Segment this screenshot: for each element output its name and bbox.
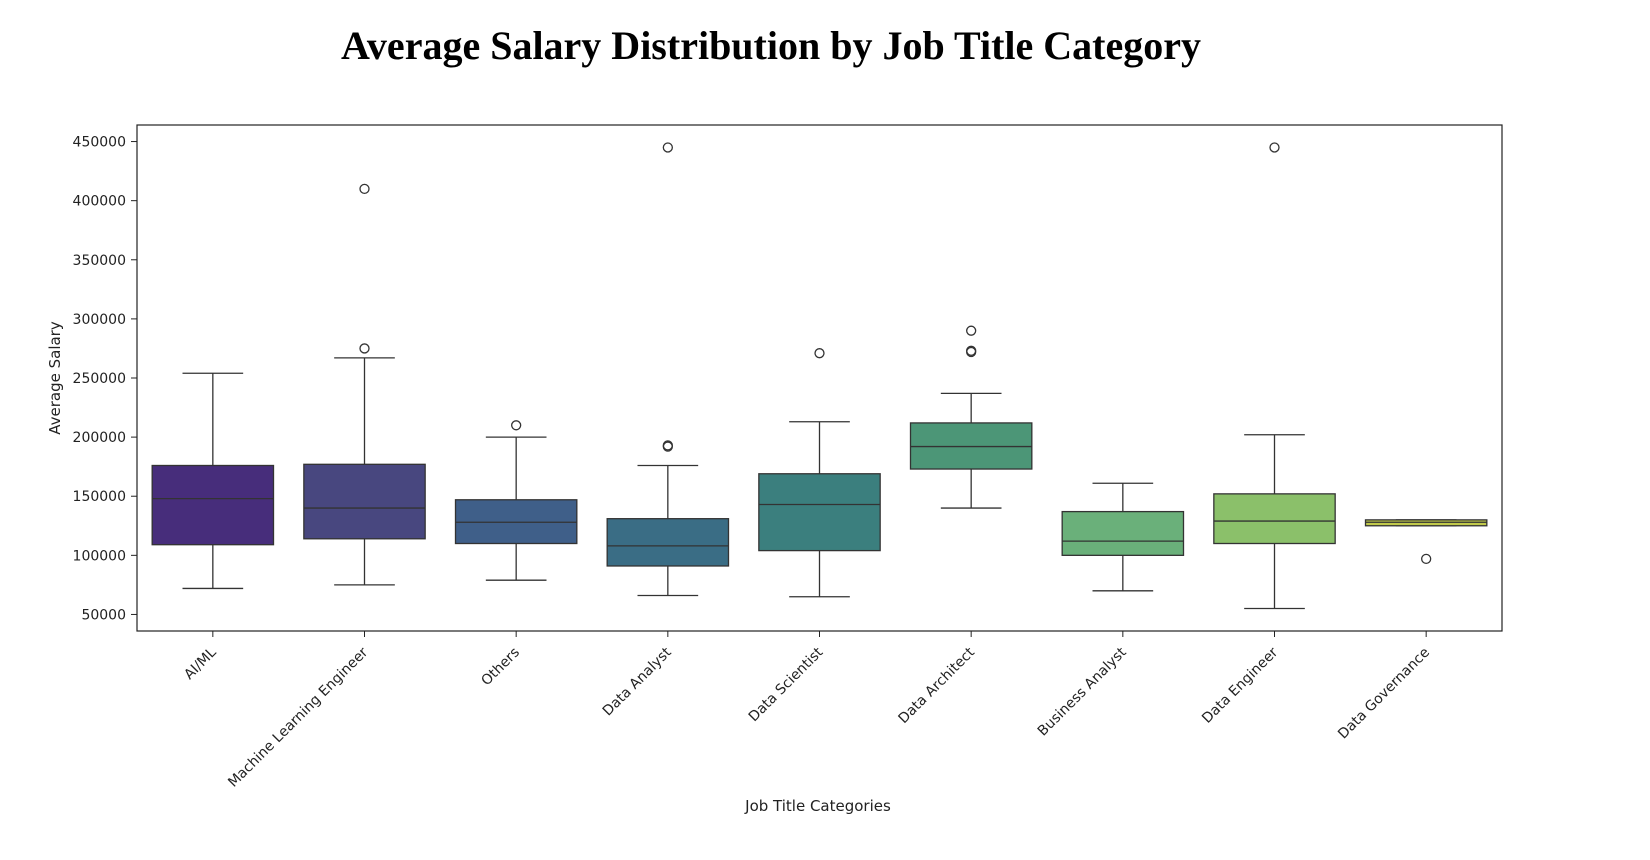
outlier-point — [511, 420, 522, 431]
outlier-point — [966, 325, 977, 336]
x-axis-label: Job Title Categories — [744, 797, 891, 815]
plot-layer: 50000 100000 150000 200000 250000 300000 35000… — [73, 124, 1503, 791]
box-data-engineer — [1213, 493, 1336, 545]
box-machine-learning-engineer — [303, 463, 426, 540]
y-tick-label: 350000 — [73, 253, 126, 269]
x-tick-label: Data Governance — [1335, 645, 1433, 743]
outlier-point — [662, 440, 673, 451]
box-data-scientist — [758, 473, 881, 552]
outlier-point — [662, 142, 673, 153]
y-axis-label: Average Salary — [46, 321, 64, 435]
outlier-point — [1269, 142, 1280, 153]
x-tick-label: Machine Learning Engineer — [225, 644, 371, 790]
x-tick-label: Data Scientist — [746, 644, 827, 725]
y-tick-label: 50000 — [81, 607, 126, 623]
box-ai-ml — [151, 464, 275, 546]
y-tick-label: 250000 — [73, 371, 126, 387]
x-tick-label: Data Engineer — [1199, 644, 1281, 726]
x-tick-label: AI/ML — [181, 644, 220, 683]
outlier-point — [359, 343, 370, 354]
outlier-point — [966, 345, 977, 356]
page-title: Average Salary Distribution by Job Title… — [341, 23, 1201, 68]
outlier-point — [814, 348, 825, 359]
y-tick-label: 150000 — [73, 489, 126, 505]
box-business-analyst — [1061, 510, 1185, 556]
box-data-analyst — [606, 518, 730, 567]
y-tick-label: 200000 — [73, 430, 126, 446]
x-tick-label: Data Analyst — [600, 644, 675, 719]
x-tick-label: Data Architect — [896, 644, 979, 727]
y-tick-label: 400000 — [73, 194, 126, 210]
outlier-point — [359, 183, 370, 194]
y-tick-label: 450000 — [73, 135, 126, 151]
x-tick-label: Others — [478, 645, 523, 690]
x-tick-label: Business Analyst — [1035, 644, 1130, 739]
y-tick-label: 100000 — [73, 548, 126, 564]
y-tick-label: 300000 — [73, 312, 126, 328]
outlier-point — [1421, 553, 1432, 565]
